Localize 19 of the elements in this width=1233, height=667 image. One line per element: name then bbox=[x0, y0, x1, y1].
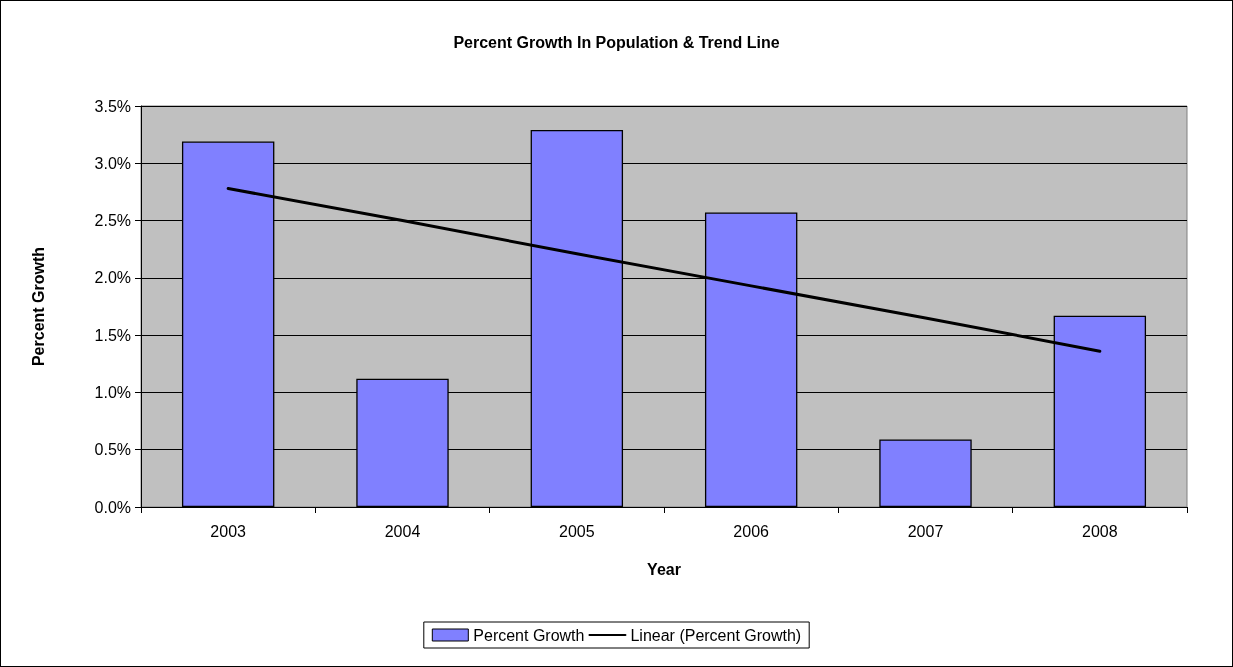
x-tick-label: 2003 bbox=[210, 522, 247, 540]
legend-label: Linear (Percent Growth) bbox=[630, 626, 802, 644]
y-tick-label: 0.0% bbox=[94, 498, 131, 516]
y-tick-label: 1.0% bbox=[94, 383, 131, 401]
legend-label: Percent Growth bbox=[473, 626, 585, 644]
y-tick-label: 1.5% bbox=[94, 326, 131, 344]
y-tick-label: 2.5% bbox=[94, 212, 131, 230]
chart-title: Percent Growth In Population & Trend Line bbox=[453, 33, 780, 51]
x-axis-title: Year bbox=[647, 560, 681, 578]
x-tick-label: 2004 bbox=[384, 522, 421, 540]
x-tick-label: 2008 bbox=[1082, 522, 1118, 540]
x-tick-label: 2007 bbox=[907, 522, 944, 540]
x-tick-label: 2006 bbox=[733, 522, 770, 540]
y-axis-title: Percent Growth bbox=[29, 246, 47, 367]
y-tick-label: 3.5% bbox=[94, 97, 131, 115]
y-tick-label: 0.5% bbox=[94, 441, 131, 459]
y-tick-label: 3.0% bbox=[94, 154, 131, 172]
y-tick-label: 2.0% bbox=[94, 269, 131, 287]
x-tick-label: 2005 bbox=[559, 522, 595, 540]
